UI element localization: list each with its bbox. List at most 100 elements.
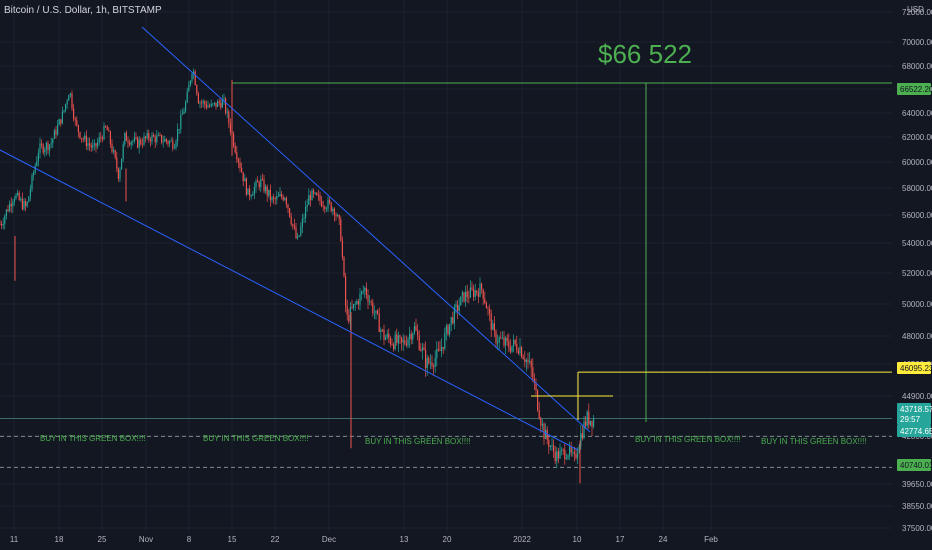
candle-body bbox=[154, 136, 156, 143]
candle-body bbox=[305, 206, 307, 218]
candle-body bbox=[90, 145, 92, 148]
candle-body bbox=[341, 240, 343, 258]
candle-body bbox=[324, 206, 326, 210]
candle-body bbox=[273, 197, 275, 199]
candle-body bbox=[369, 301, 371, 303]
candle-body bbox=[271, 197, 273, 201]
candle-body bbox=[426, 358, 428, 369]
buy-box-label: BUY IN THIS GREEN BOX!!!! bbox=[40, 434, 146, 443]
buy-box-label: BUY IN THIS GREEN BOX!!!! bbox=[365, 437, 471, 446]
candle-body bbox=[17, 192, 19, 195]
x-tick-label: 11 bbox=[10, 535, 19, 544]
candle-body bbox=[551, 444, 553, 446]
candle-body bbox=[570, 446, 572, 453]
candle-body bbox=[41, 143, 43, 146]
candle-body bbox=[373, 312, 375, 314]
candle-body bbox=[250, 195, 252, 197]
candle-body bbox=[479, 283, 481, 297]
candle-body bbox=[317, 195, 319, 196]
candle-body bbox=[162, 141, 164, 143]
candle-body bbox=[185, 102, 187, 112]
candle-body bbox=[513, 339, 515, 346]
candle-body bbox=[359, 293, 361, 305]
candle-body bbox=[53, 130, 55, 139]
candle-body bbox=[537, 390, 539, 411]
candle-body bbox=[37, 153, 39, 161]
candle-body bbox=[581, 433, 583, 439]
candle-body bbox=[173, 147, 175, 149]
candle-body bbox=[543, 423, 545, 439]
candle-body bbox=[215, 102, 217, 107]
candle-body bbox=[519, 347, 521, 354]
candle-body bbox=[447, 325, 449, 335]
candle-body bbox=[585, 421, 587, 426]
candle-body bbox=[365, 287, 367, 296]
candle-body bbox=[524, 359, 526, 363]
candle-body bbox=[583, 421, 585, 439]
candle-body bbox=[241, 168, 243, 173]
candle-body bbox=[9, 203, 11, 212]
candle-body bbox=[149, 139, 151, 142]
candle-body bbox=[49, 144, 51, 151]
candle-body bbox=[493, 323, 495, 331]
candle-body bbox=[481, 283, 483, 290]
x-tick-label: 2022 bbox=[513, 535, 531, 544]
candle-body bbox=[445, 325, 447, 333]
x-tick-label: 13 bbox=[400, 535, 409, 544]
y-tick-label: 64000.00 bbox=[902, 109, 932, 118]
candle-body bbox=[226, 111, 228, 113]
candle-body bbox=[327, 199, 329, 209]
candle-body bbox=[482, 289, 484, 299]
candle-body bbox=[114, 150, 116, 158]
candle-body bbox=[138, 139, 140, 148]
candle-body bbox=[290, 216, 292, 225]
candle-body bbox=[465, 291, 467, 302]
candle-body bbox=[578, 446, 580, 453]
candle-body bbox=[236, 152, 238, 160]
candle-body bbox=[117, 168, 119, 179]
candle-body bbox=[572, 452, 574, 454]
candle-body bbox=[361, 291, 363, 294]
candle-body bbox=[122, 144, 124, 159]
y-tick-label: 38550.00 bbox=[902, 502, 932, 511]
candle-body bbox=[0, 223, 1, 225]
candle-body bbox=[130, 141, 132, 145]
candle-body bbox=[441, 346, 443, 352]
candle-body bbox=[1, 224, 3, 226]
candle-body bbox=[151, 134, 153, 142]
target-price-label: $66 522 bbox=[598, 39, 692, 69]
candle-body bbox=[18, 192, 20, 200]
candle-body bbox=[228, 111, 230, 124]
candle-body bbox=[521, 347, 523, 358]
candle-body bbox=[335, 215, 337, 217]
candle-body bbox=[141, 143, 143, 145]
y-tick-label: 54000.00 bbox=[902, 239, 932, 248]
candle-body bbox=[297, 236, 299, 239]
candle-body bbox=[575, 454, 577, 458]
candle-body bbox=[473, 289, 475, 297]
candle-body bbox=[394, 334, 396, 350]
candle-body bbox=[337, 214, 339, 217]
x-tick-label: Feb bbox=[704, 535, 718, 544]
candle-body bbox=[244, 178, 246, 182]
candle-body bbox=[68, 95, 70, 101]
candle-body bbox=[253, 186, 255, 195]
candle-body bbox=[492, 323, 494, 330]
y-tick-label: 37500.00 bbox=[902, 524, 932, 533]
candle-body bbox=[113, 150, 115, 152]
candle-body bbox=[4, 216, 6, 224]
candle-body bbox=[100, 137, 102, 139]
candle-body bbox=[541, 423, 543, 426]
candle-body bbox=[258, 182, 260, 187]
candle-body bbox=[495, 330, 497, 344]
candle-body bbox=[565, 458, 567, 460]
candle-body bbox=[466, 291, 468, 297]
candle-body bbox=[109, 131, 111, 144]
candle-body bbox=[180, 114, 182, 130]
candle-body bbox=[69, 93, 71, 96]
candle-body bbox=[28, 196, 30, 203]
candle-body bbox=[484, 298, 486, 303]
y-tick-label: 52000.00 bbox=[902, 269, 932, 278]
candle-body bbox=[276, 196, 278, 200]
